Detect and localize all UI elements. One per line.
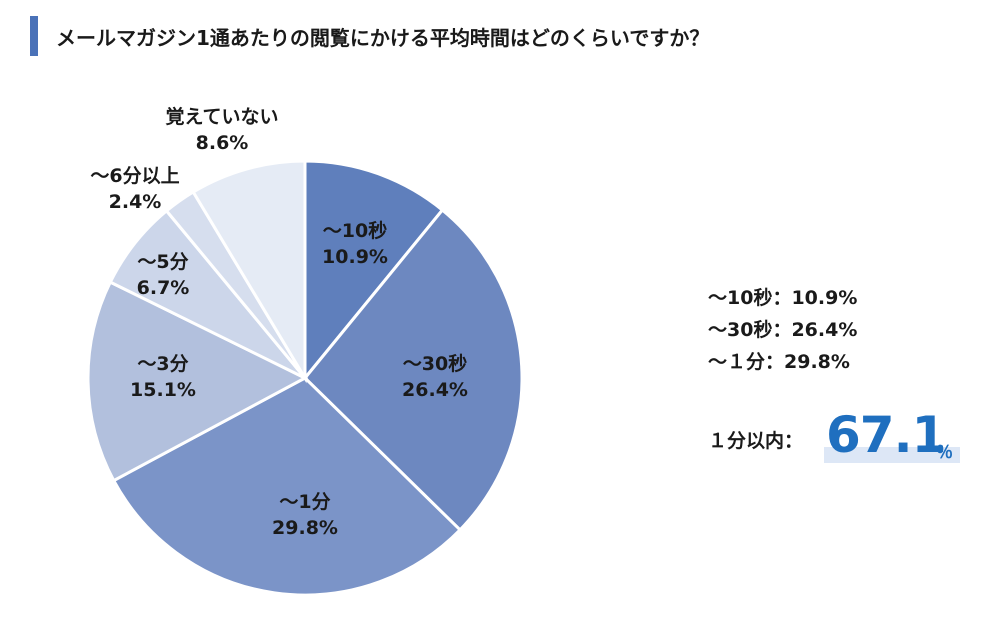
pie-slice-4 [86,280,309,483]
slice-value-label-5: 6.7% [137,277,190,299]
slice-value-label-2: 26.4% [402,379,468,401]
slice-value-label-4: 15.1% [130,379,196,401]
pie-slice-3 [111,376,463,597]
total-highlight [824,447,960,463]
slice-value-label-6: 2.4% [109,191,162,213]
chart-title: メールマガジン1通あたりの閲覧にかける平均時間はどのくらいですか？ [56,26,710,50]
summary-line-1min: ～１分：29.8% [708,351,850,373]
slice-name-label-3: ～1分 [279,491,330,513]
slice-name-label-4: ～3分 [137,353,188,375]
total-label: １分以内： [708,430,804,452]
pie-slice-2 [302,207,524,532]
slice-value-label-3: 29.8% [272,517,338,539]
pie-slice-1 [303,159,445,383]
pie-slice-7 [191,159,307,384]
slice-name-label-5: ～5分 [137,251,188,273]
total-unit: ％ [936,443,953,463]
summary-line-30sec: ～30秒：26.4% [708,319,858,341]
slice-name-label-2: ～30秒 [403,352,467,375]
slice-name-label-7: 覚えていない [165,105,278,128]
slice-name-label-6: ～6分以上 [90,165,179,187]
slice-name-label-1: ～10秒 [323,219,387,242]
slice-value-label-1: 10.9% [322,246,388,268]
summary-line-10sec: ～10秒：10.9% [708,287,858,309]
summary-box: ～10秒：10.9% ～30秒：26.4% ～１分：29.8% [708,282,857,378]
title-accent-bar [30,16,38,56]
total-value: 67.1 [826,406,946,464]
slice-value-label-7: 8.6% [196,132,249,154]
